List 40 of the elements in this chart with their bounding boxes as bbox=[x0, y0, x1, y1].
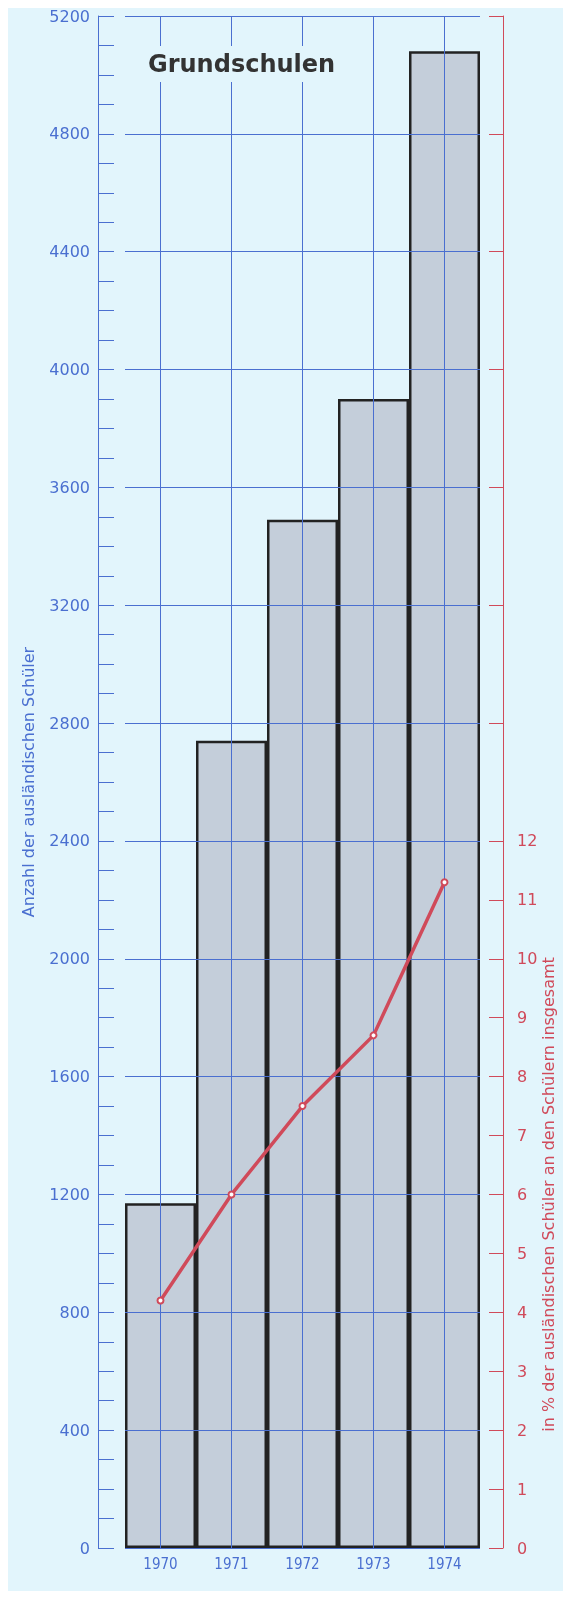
x-tick-label: 1971 bbox=[214, 1554, 249, 1573]
y-tick-label: 4400 bbox=[49, 242, 90, 262]
y2-tick-label: 0 bbox=[517, 1538, 528, 1558]
y-tick-label: 1200 bbox=[49, 1184, 90, 1204]
y2-tick-label: 3 bbox=[517, 1361, 528, 1381]
x-tick-label: 1974 bbox=[427, 1554, 462, 1573]
y-tick-label: 4000 bbox=[49, 360, 90, 380]
point bbox=[298, 1102, 307, 1111]
x-tick-label: 1970 bbox=[143, 1554, 178, 1573]
y-axis-title: Anzahl der ausländischen Schüler bbox=[18, 646, 38, 918]
y2-tick-label: 10 bbox=[517, 949, 538, 969]
y-tick-label: 2400 bbox=[49, 831, 90, 851]
point bbox=[369, 1031, 378, 1040]
y2-tick-label: 1 bbox=[517, 1479, 528, 1499]
y-tick-label: 5200 bbox=[49, 6, 90, 26]
y-tick-label: 2800 bbox=[49, 713, 90, 733]
y2-tick-label: 4 bbox=[517, 1302, 528, 1322]
point bbox=[156, 1296, 165, 1305]
y-tick-label: 1600 bbox=[49, 1067, 90, 1087]
y-tick-label: 800 bbox=[59, 1302, 90, 1322]
y2-tick-label: 12 bbox=[517, 831, 538, 851]
y2-tick-label: 9 bbox=[517, 1008, 528, 1028]
text: Grundschulen bbox=[148, 50, 336, 78]
y2-axis-title: in % der ausländischen Schüler an den Schülern insgesamt bbox=[538, 957, 558, 1432]
y2-tick-label: 7 bbox=[517, 1126, 528, 1146]
point bbox=[440, 878, 449, 887]
y2-tick-label: 6 bbox=[517, 1184, 528, 1204]
y2-tick-label: 8 bbox=[517, 1067, 528, 1087]
x-tick-label: 1973 bbox=[356, 1554, 391, 1573]
y-tick-label: 3600 bbox=[49, 477, 90, 497]
y2-tick-label: 11 bbox=[517, 890, 538, 910]
y-tick-label: 3200 bbox=[49, 595, 90, 615]
x-tick-label: 1972 bbox=[285, 1554, 320, 1573]
y-tick-label: 400 bbox=[59, 1420, 90, 1440]
y-tick-label: 2000 bbox=[49, 949, 90, 969]
point bbox=[227, 1190, 236, 1199]
y2-tick-label: 5 bbox=[517, 1243, 528, 1263]
y2-tick-label: 2 bbox=[517, 1420, 528, 1440]
y-tick-label: 0 bbox=[79, 1538, 90, 1558]
y-tick-label: 4800 bbox=[49, 124, 90, 144]
